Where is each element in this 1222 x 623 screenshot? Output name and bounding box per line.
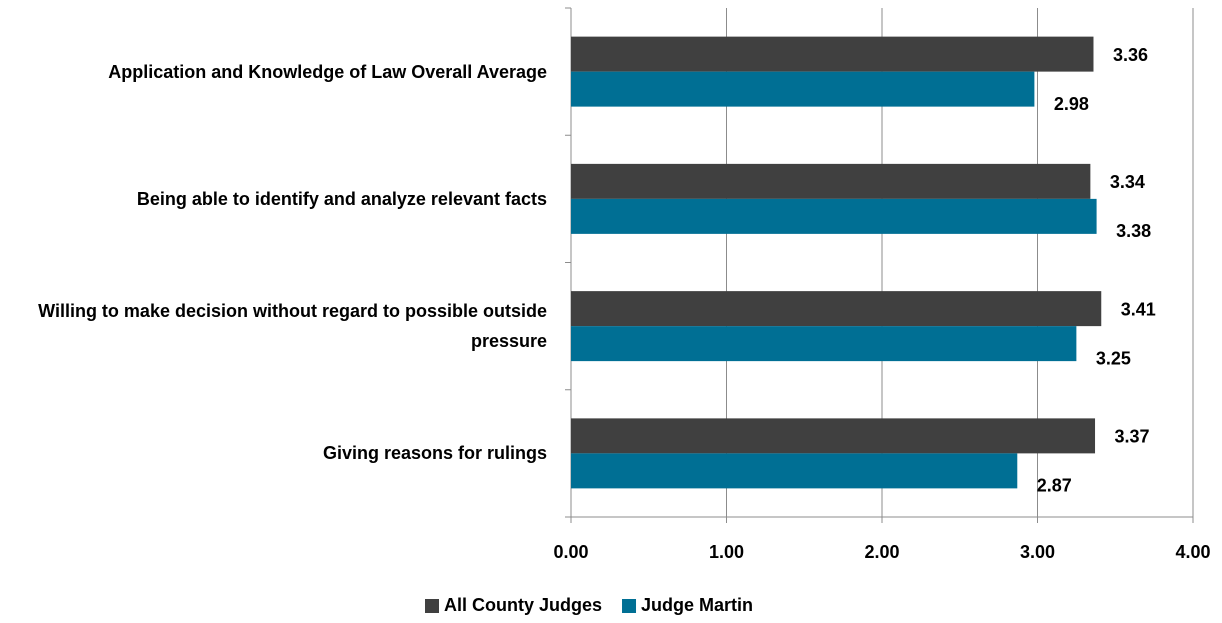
data-label: 3.38 xyxy=(1116,221,1151,241)
data-label: 3.41 xyxy=(1121,299,1156,319)
x-tick-label: 0.00 xyxy=(553,542,588,562)
bar xyxy=(571,71,1035,107)
category-label: Giving reasons for rulings xyxy=(322,443,547,464)
data-label: 2.98 xyxy=(1054,94,1089,114)
bar xyxy=(571,418,1096,454)
category-label: Being able to identify and analyze relev… xyxy=(136,188,547,209)
data-label: 3.34 xyxy=(1110,172,1145,192)
x-tick-label: 3.00 xyxy=(1020,542,1055,562)
legend-label: All County Judges xyxy=(444,595,602,615)
category-label: Willing to make decision without regard … xyxy=(38,301,547,352)
bar xyxy=(571,453,1018,489)
legend-label: Judge Martin xyxy=(641,595,753,615)
data-label: 3.25 xyxy=(1096,348,1131,368)
legend-swatch xyxy=(425,599,439,613)
bar xyxy=(571,36,1094,72)
data-label: 3.37 xyxy=(1115,427,1150,447)
x-tick-label: 4.00 xyxy=(1175,542,1210,562)
bar xyxy=(571,326,1077,362)
x-tick-label: 1.00 xyxy=(709,542,744,562)
category-label: Application and Knowledge of Law Overall… xyxy=(108,61,547,82)
x-tick-label: 2.00 xyxy=(864,542,899,562)
bar xyxy=(571,198,1097,234)
data-label: 3.36 xyxy=(1113,45,1148,65)
data-label: 2.87 xyxy=(1037,476,1072,496)
bar xyxy=(571,291,1102,327)
bar xyxy=(571,163,1091,199)
legend-swatch xyxy=(622,599,637,613)
